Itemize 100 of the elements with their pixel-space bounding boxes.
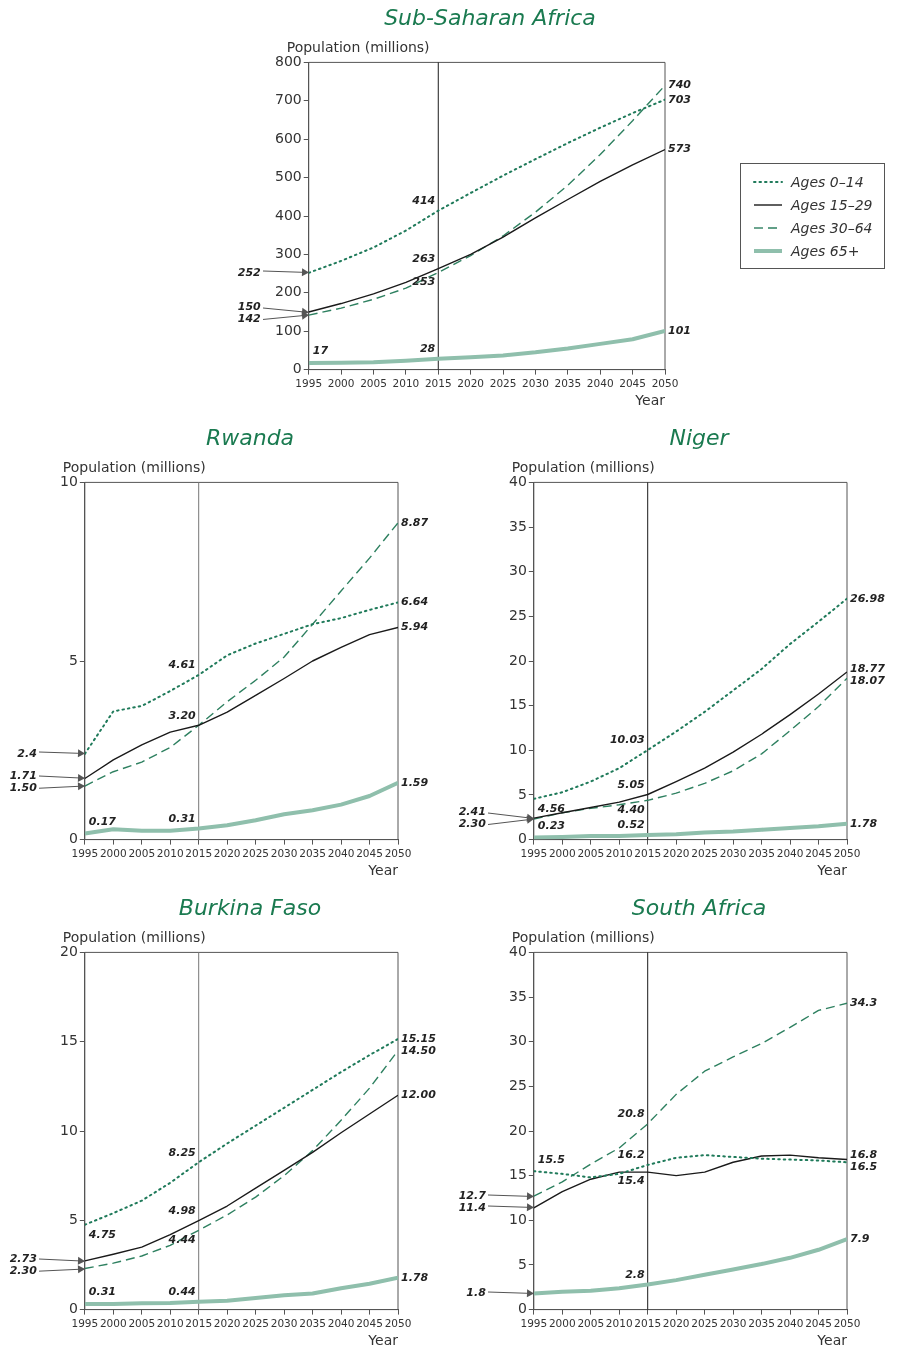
annotation: 150 [237, 300, 262, 314]
y-tick-label: 0 [292, 360, 302, 377]
x-tick-label: 2005 [360, 376, 387, 389]
x-axis-title: Year [816, 1332, 848, 1349]
y-tick-label: 0 [517, 1300, 527, 1317]
annotation: 4.56 [536, 802, 566, 816]
y-tick-label: 30 [508, 1032, 527, 1049]
x-tick-label: 2035 [554, 376, 582, 389]
x-tick-label: 2030 [719, 846, 747, 859]
annotation: 3.20 [168, 708, 197, 722]
x-tick-label: 2035 [299, 846, 326, 859]
x-tick-label: 2025 [691, 846, 719, 859]
annotation: 11.4 [458, 1200, 486, 1214]
annotation: 2.30 [9, 1263, 38, 1277]
x-tick-label: 1995 [520, 1316, 548, 1329]
x-tick-label: 2045 [619, 376, 646, 389]
legend-label: Ages 0–14 [791, 173, 864, 190]
y-tick-label: 25 [508, 606, 527, 623]
x-tick-label: 2050 [384, 846, 412, 859]
x-tick-label: 2010 [156, 846, 184, 859]
y-tick-label: 40 [508, 473, 527, 490]
annotation: 414 [411, 193, 436, 207]
x-tick-label: 2035 [748, 1316, 775, 1329]
x-tick-label: 2000 [548, 846, 576, 859]
annotation: 2.4 [17, 746, 37, 760]
x-tick-label: 2005 [577, 1316, 605, 1329]
x-tick-label: 2025 [691, 1316, 719, 1329]
y-tick-label: 40 [508, 943, 527, 960]
y-tick-label: 15 [508, 1166, 527, 1183]
annotation: 1.78 [850, 816, 878, 830]
chart-title: Sub-Saharan Africa [384, 4, 596, 30]
x-tick-label: 2050 [833, 1316, 861, 1329]
y-tick-label: 5 [517, 785, 527, 802]
y-tick-label: 10 [508, 1210, 527, 1227]
y-axis-title: Population (millions) [286, 39, 430, 56]
y-tick-label: 800 [274, 53, 302, 70]
x-tick-label: 2050 [384, 1316, 412, 1329]
x-tick-label: 2020 [457, 376, 485, 389]
x-tick-label: 2045 [805, 1316, 832, 1329]
x-tick-label: 2040 [776, 846, 804, 859]
x-tick-label: 2020 [662, 1316, 690, 1329]
annotation: 28 [419, 342, 436, 356]
y-tick-label: 100 [274, 321, 302, 338]
y-tick-label: 0 [68, 830, 78, 847]
line-series [84, 1038, 398, 1226]
x-tick-label: 2005 [128, 846, 156, 859]
annotation: 263 [412, 251, 436, 265]
y-tick-label: 10 [59, 1121, 78, 1138]
annotation: 1.78 [401, 1270, 429, 1284]
x-tick-label: 2040 [776, 1316, 804, 1329]
x-tick-label: 2015 [634, 1316, 662, 1329]
x-tick-label: 2005 [577, 846, 605, 859]
annotation: 12.00 [401, 1088, 437, 1102]
x-tick-label: 2015 [185, 1316, 213, 1329]
annotation: 1.71 [9, 769, 37, 783]
annotation: 16.8 [850, 1147, 878, 1161]
x-tick-label: 2015 [424, 376, 452, 389]
y-tick-label: 30 [508, 562, 527, 579]
annotation: 142 [237, 312, 262, 326]
x-tick-label: 2010 [392, 376, 420, 389]
y-tick-label: 15 [508, 696, 527, 713]
annotation: 8.87 [401, 515, 429, 529]
x-tick-label: 1995 [71, 1316, 99, 1329]
annotation: 26.98 [850, 591, 886, 605]
y-axis-title: Population (millions) [511, 459, 655, 476]
y-tick-label: 700 [274, 91, 302, 108]
annotation: 18.77 [850, 661, 886, 675]
x-tick-label: 2010 [605, 1316, 633, 1329]
x-axis-title: Year [367, 862, 399, 879]
y-tick-label: 10 [59, 473, 78, 490]
line-series [533, 597, 847, 800]
x-tick-label: 2020 [662, 846, 690, 859]
y-tick-label: 500 [274, 168, 302, 185]
annotation: 573 [668, 142, 692, 156]
y-tick-label: 20 [59, 943, 78, 960]
chart-title: South Africa [631, 894, 767, 920]
y-tick-label: 5 [68, 1210, 78, 1227]
annotation: 0.17 [88, 814, 117, 828]
x-axis-title: Year [816, 862, 848, 879]
x-tick-label: 2020 [213, 846, 241, 859]
x-tick-label: 2050 [651, 376, 679, 389]
annotation: 252 [237, 265, 262, 279]
annotation: 4.40 [616, 802, 646, 816]
y-tick-label: 5 [517, 1255, 527, 1272]
x-tick-label: 2030 [270, 1316, 298, 1329]
annotation: 2.30 [458, 817, 487, 831]
y-tick-label: 35 [508, 987, 527, 1004]
x-tick-label: 2035 [299, 1316, 326, 1329]
x-tick-label: 1995 [520, 846, 548, 859]
x-tick-label: 2005 [128, 1316, 156, 1329]
annotation: 14.50 [401, 1043, 437, 1057]
annotation: 101 [668, 323, 691, 337]
annotation: 15.4 [617, 1174, 645, 1188]
annotation: 2.41 [458, 805, 486, 819]
chart-title: Niger [669, 424, 731, 450]
x-tick-label: 2000 [99, 1316, 127, 1329]
annotation: 16.5 [850, 1159, 878, 1173]
y-tick-label: 35 [508, 517, 527, 534]
x-tick-label: 2000 [548, 1316, 576, 1329]
y-tick-label: 0 [517, 830, 527, 847]
